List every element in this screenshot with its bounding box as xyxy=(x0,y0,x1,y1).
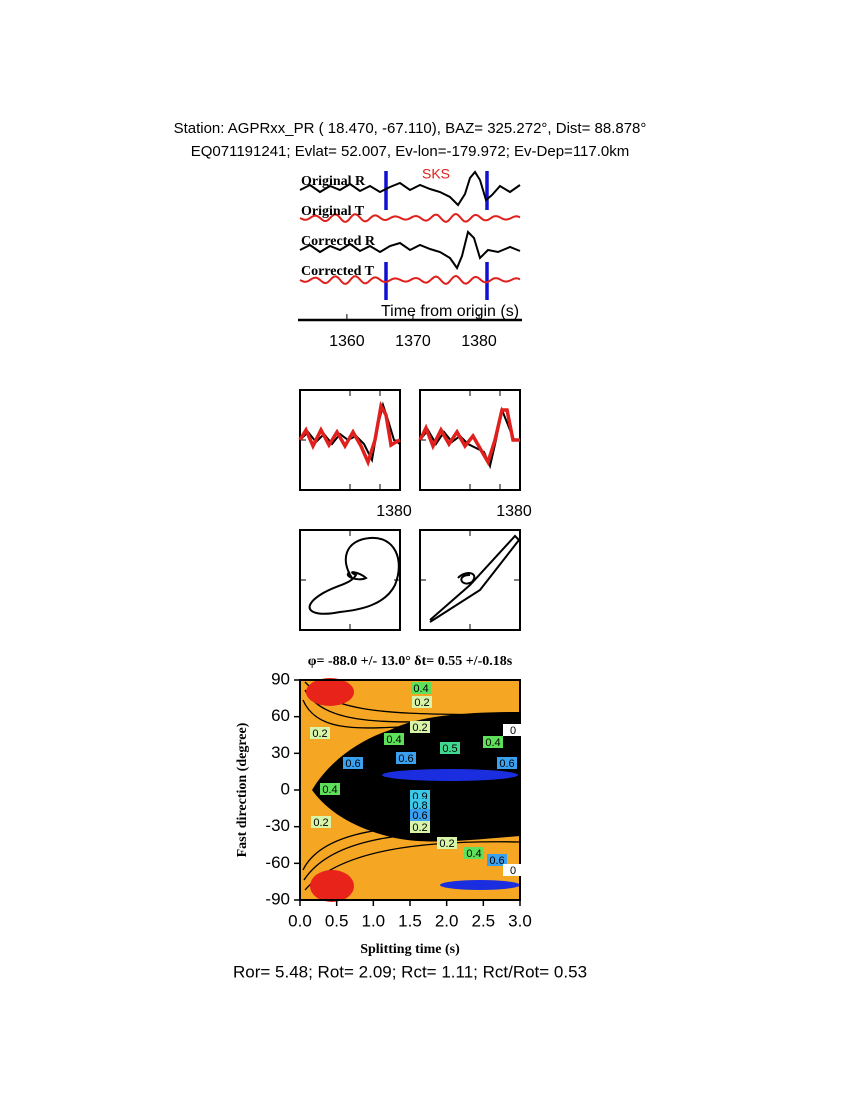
contour-label: 0 xyxy=(510,865,516,877)
panel-waveform xyxy=(419,406,520,470)
contour-label-box xyxy=(487,854,507,866)
footer-ratios: Ror= 5.48; Rot= 2.09; Rct= 1.11; Rct/Rot… xyxy=(233,962,587,981)
x-tick-label: 1380 xyxy=(461,333,497,350)
x-tick-label: 3.0 xyxy=(508,911,532,930)
contour-label: 0.2 xyxy=(313,817,328,829)
y-tick-label: 30 xyxy=(271,743,290,762)
contour-label-box xyxy=(410,821,430,833)
misfit-minimum xyxy=(382,769,518,781)
contour-label-box xyxy=(410,799,430,811)
contour-label-box xyxy=(412,696,432,708)
x-tick-label: 2.0 xyxy=(435,911,459,930)
contour-label-box xyxy=(497,757,517,769)
original-t-trace xyxy=(299,212,521,223)
y-tick-label: -90 xyxy=(265,889,290,908)
panel-waveform xyxy=(418,408,520,467)
x-tick-label: 0.5 xyxy=(325,911,349,930)
contour-label-box xyxy=(311,816,331,828)
y-tick-label: -30 xyxy=(265,816,290,835)
contour-label-box xyxy=(440,742,460,754)
contour-label: 0.8 xyxy=(412,800,427,812)
contour-label-box xyxy=(503,864,523,876)
x-tick-label: 2.5 xyxy=(472,911,496,930)
contour-label: 0.2 xyxy=(414,697,429,709)
particle-motion xyxy=(429,534,521,623)
contour-label-box xyxy=(437,837,457,849)
panel-tick-label: 1380 xyxy=(376,503,412,520)
trace-label: Original T xyxy=(301,204,365,219)
x-tick-label: 1360 xyxy=(329,333,365,350)
x-tick-label: 1.0 xyxy=(362,911,386,930)
y-tick-label: 0 xyxy=(281,779,290,798)
trace-label: Corrected R xyxy=(301,234,376,249)
contour-label: 0.6 xyxy=(398,753,413,765)
contour-label-box xyxy=(384,733,404,745)
traces: Original R Original T Corrected R Correc… xyxy=(298,166,522,322)
waveform-panels: 1380 1380 xyxy=(298,389,532,631)
y-tick-label: -60 xyxy=(265,853,290,872)
particle-motion xyxy=(308,536,400,615)
contour-label-box xyxy=(396,752,416,764)
contour-label: 0.2 xyxy=(439,838,454,850)
contour-label: 0.5 xyxy=(442,743,457,755)
trace-label: Original R xyxy=(301,174,366,189)
contour-label-box xyxy=(503,724,523,736)
x-tick-label: 1.5 xyxy=(398,911,422,930)
contour-label: 0.6 xyxy=(499,758,514,770)
contour-label: 0.4 xyxy=(322,784,337,796)
y-tick-label: 60 xyxy=(271,706,290,725)
original-r-trace xyxy=(299,170,521,207)
misfit-minimum xyxy=(440,880,520,890)
contour-label: 0.4 xyxy=(386,734,401,746)
misfit-contour xyxy=(302,681,521,891)
contour-label-box xyxy=(320,783,340,795)
contour-label: 0.2 xyxy=(412,822,427,834)
corrected-t-trace xyxy=(299,274,521,285)
contour-label: 0.2 xyxy=(412,722,427,734)
contour-label: 0 xyxy=(510,725,516,737)
event-info: EQ071191241; Evlat= 52.007, Ev-lon=-179.… xyxy=(191,143,630,160)
x-tick-label: 1370 xyxy=(395,333,431,350)
misfit-maximum xyxy=(310,870,354,902)
corrected-r-trace xyxy=(299,230,521,271)
contour-label-box xyxy=(411,682,431,694)
contour-label: 0.4 xyxy=(413,683,428,695)
y-axis-label: Fast direction (degree) xyxy=(235,722,250,857)
contour-label-box xyxy=(410,809,430,821)
contour-label: 0.4 xyxy=(466,848,481,860)
station-info: Station: AGPRxx_PR ( 18.470, -67.110), B… xyxy=(174,120,647,137)
contour-label: 0.6 xyxy=(489,855,504,867)
trace-label: Corrected T xyxy=(301,264,375,279)
contour-label-box xyxy=(343,757,363,769)
contour-label: 0.2 xyxy=(312,728,327,740)
contour-label-box xyxy=(464,847,484,859)
panel-waveform xyxy=(298,400,401,467)
contour-label: 0.4 xyxy=(485,737,500,749)
contour-label: 0.6 xyxy=(345,758,360,770)
contour-label-box xyxy=(310,727,330,739)
x-tick-label: 0.0 xyxy=(288,911,312,930)
result-title: φ= -88.0 +/- 13.0° δt= 0.55 +/-0.18s xyxy=(308,654,513,669)
contour-label-box xyxy=(483,736,503,748)
panel-tick-label: 1380 xyxy=(496,503,532,520)
contour-label-box xyxy=(410,721,430,733)
x-axis-label: Splitting time (s) xyxy=(360,942,460,957)
y-tick-label: 90 xyxy=(271,669,290,688)
time-axis-label: Time from origin (s) xyxy=(381,303,519,320)
misfit-maximum xyxy=(306,678,354,706)
phase-label: SKS xyxy=(422,166,450,182)
contour-label: 0.6 xyxy=(412,810,427,822)
